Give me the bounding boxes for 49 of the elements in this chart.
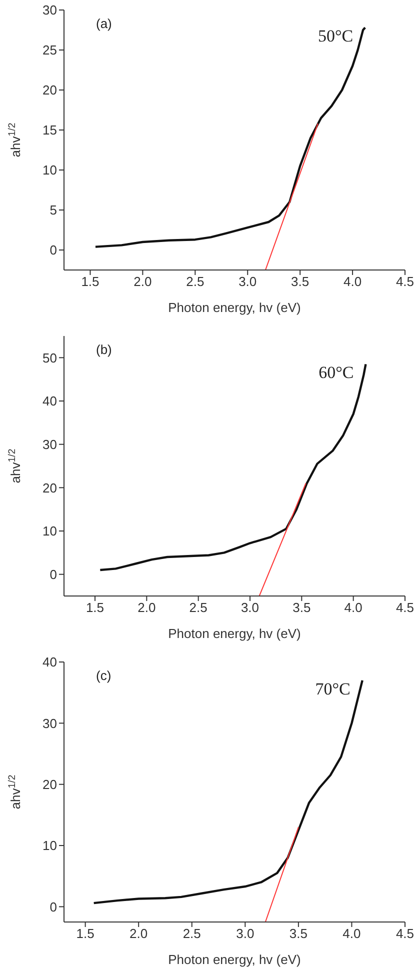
annotation: (c) — [96, 668, 112, 683]
x-tick-label: 2.0 — [130, 926, 148, 942]
y-tick-label: 10 — [42, 162, 57, 178]
y-tick-label: 0 — [50, 242, 57, 258]
y-tick-label: 0 — [50, 899, 57, 914]
y-tick-label: 25 — [42, 42, 57, 58]
x-tick-label: 3.5 — [292, 600, 311, 616]
y-tick-label: 40 — [42, 394, 57, 409]
y-tick-label: 20 — [42, 776, 57, 792]
x-tick-label: 4.0 — [344, 274, 362, 290]
y-tick-label: 30 — [42, 436, 57, 452]
series-label: 70°C — [315, 679, 350, 698]
x-tick-label: 4.5 — [396, 926, 414, 942]
y-tick-label: 0 — [50, 566, 57, 582]
annotation: (b) — [96, 342, 112, 357]
y-tick-label: 30 — [42, 716, 57, 731]
y-tick-label: 10 — [42, 838, 57, 854]
line-series — [99, 363, 367, 572]
y-tick-label: 50 — [42, 350, 57, 366]
x-tick-label: 4.5 — [396, 274, 414, 290]
x-tick-label: 2.5 — [189, 600, 208, 616]
x-tick-label: 2.5 — [186, 274, 204, 290]
x-axis-title: Photon energy, hv (eV) — [168, 952, 301, 967]
annotation: (a) — [96, 16, 112, 31]
y-tick-label: 10 — [42, 524, 57, 539]
y-tick-label: 20 — [42, 82, 57, 98]
x-tick-label: 4.0 — [344, 600, 362, 616]
x-tick-label: 3.0 — [240, 600, 260, 616]
x-tick-label: 3.5 — [291, 274, 310, 290]
x-axis-title: Photon energy, hv (eV) — [168, 626, 301, 641]
series-label: 60°C — [318, 363, 354, 382]
x-tick-label: 3.0 — [238, 274, 257, 290]
x-tick-label: 4.5 — [396, 600, 414, 616]
x-tick-label: 2.0 — [138, 600, 156, 616]
x-axis-title: Photon energy, hv (eV) — [168, 300, 301, 315]
x-tick-label: 1.5 — [81, 274, 100, 290]
x-tick-label: 2.0 — [134, 274, 152, 290]
y-tick-label: 20 — [42, 480, 57, 496]
y-tick-label: 15 — [42, 122, 57, 138]
x-tick-label: 1.5 — [86, 600, 104, 616]
x-tick-label: 1.5 — [76, 926, 94, 942]
y-tick-label: 40 — [42, 654, 57, 670]
x-tick-label: 4.0 — [342, 926, 361, 942]
y-tick-label: 30 — [42, 2, 57, 18]
series-label: 50°C — [318, 26, 354, 46]
x-tick-label: 3.5 — [289, 926, 308, 942]
x-tick-label: 2.5 — [182, 926, 201, 942]
y-tick-label: 5 — [50, 202, 57, 218]
x-tick-label: 3.0 — [236, 926, 254, 942]
